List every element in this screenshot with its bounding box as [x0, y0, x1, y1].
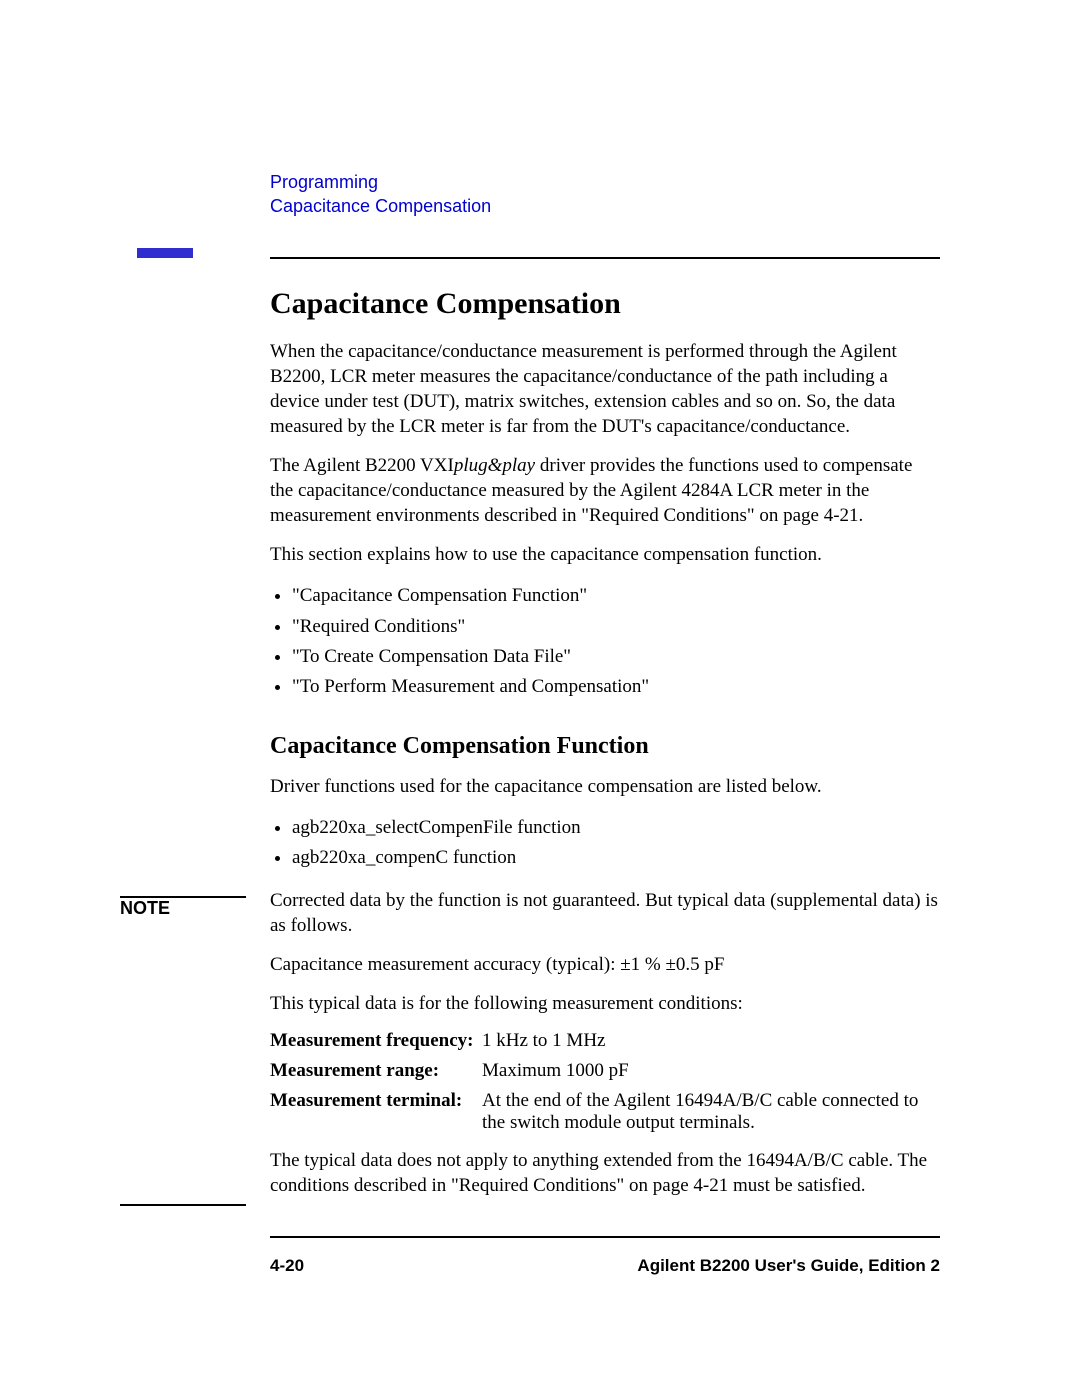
list-item: agb220xa_compenC function [292, 843, 940, 873]
note-paragraph-2: Capacitance measurement accuracy (typica… [270, 952, 940, 977]
page-container: Programming Capacitance Compensation Cap… [0, 0, 1080, 1397]
list-item: "Required Conditions" [292, 612, 940, 642]
measurement-conditions: Measurement frequency: 1 kHz to 1 MHz Me… [270, 1030, 940, 1134]
heading-compensation-function: Capacitance Compensation Function [270, 733, 940, 760]
para2-italic: plug&play [454, 455, 535, 476]
intro-paragraph-3: This section explains how to use the cap… [270, 542, 940, 567]
functions-intro: Driver functions used for the capacitanc… [270, 774, 940, 799]
list-item: "Capacitance Compensation Function" [292, 581, 940, 611]
footer-page-number: 4-20 [270, 1256, 304, 1276]
tab-marker [137, 248, 193, 258]
heading-capacitance-compensation: Capacitance Compensation [270, 287, 940, 321]
para2-pre: The Agilent B2200 VXI [270, 455, 454, 476]
note-rule-bottom [120, 1204, 246, 1206]
breadcrumb-line-1: Programming [270, 170, 940, 194]
cond-frequency-label: Measurement frequency: [270, 1030, 482, 1052]
cond-range-value: Maximum 1000 pF [482, 1060, 940, 1082]
footer-title: Agilent B2200 User's Guide, Edition 2 [637, 1256, 940, 1276]
note-paragraph-4: The typical data does not apply to anyth… [270, 1148, 940, 1198]
page-footer: 4-20 Agilent B2200 User's Guide, Edition… [270, 1256, 940, 1276]
top-rule [270, 257, 940, 259]
cond-terminal-label: Measurement terminal: [270, 1090, 482, 1134]
cond-range-label: Measurement range: [270, 1060, 482, 1082]
intro-paragraph-1: When the capacitance/conductance measure… [270, 339, 940, 439]
cond-terminal-value: At the end of the Agilent 16494A/B/C cab… [482, 1090, 940, 1134]
functions-list: agb220xa_selectCompenFile function agb22… [270, 813, 940, 874]
list-item: agb220xa_selectCompenFile function [292, 813, 940, 843]
bottom-rule [270, 1236, 940, 1238]
note-paragraph-3: This typical data is for the following m… [270, 991, 940, 1016]
intro-paragraph-2: The Agilent B2200 VXIplug&play driver pr… [270, 453, 940, 528]
breadcrumb: Programming Capacitance Compensation [270, 170, 940, 219]
note-block: NOTE Corrected data by the function is n… [270, 888, 940, 1198]
cond-frequency-value: 1 kHz to 1 MHz [482, 1030, 940, 1052]
note-paragraph-1: Corrected data by the function is not gu… [270, 888, 940, 938]
breadcrumb-line-2: Capacitance Compensation [270, 194, 940, 218]
list-item: "To Create Compensation Data File" [292, 642, 940, 672]
note-label: NOTE [120, 898, 170, 919]
list-item: "To Perform Measurement and Compensation… [292, 672, 940, 702]
section-links-list: "Capacitance Compensation Function" "Req… [270, 581, 940, 703]
